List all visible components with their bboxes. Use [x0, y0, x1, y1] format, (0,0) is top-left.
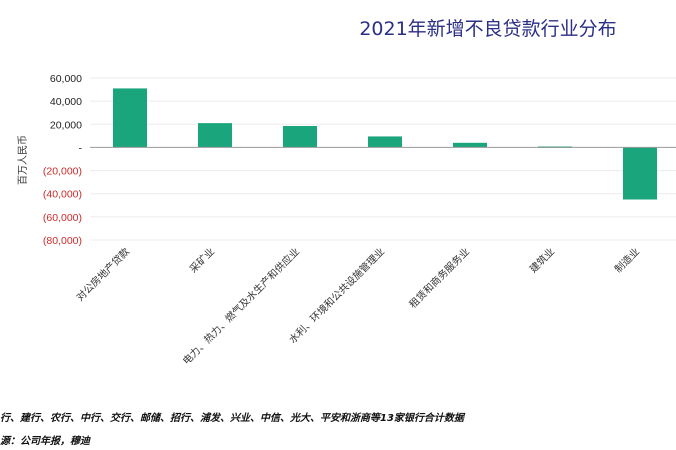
y-tick-label: 40,000: [50, 96, 82, 108]
bar: [198, 123, 232, 148]
y-tick-label: (40,000): [43, 189, 82, 201]
bar: [623, 147, 657, 200]
x-tick-label: 建筑业: [527, 245, 557, 275]
bar: [453, 142, 487, 148]
x-tick-label: 采矿业: [187, 245, 217, 275]
y-axis-ticks: 60,000 40,000 20,000 - (20,000) (40,000) (60,0…: [43, 73, 83, 247]
x-axis-ticks: 对公房地产贷款 采矿业电力、热力、燃气及水生产和供应业水利、环境和公共设施管理业租…: [73, 245, 642, 367]
gridlines: [90, 77, 676, 241]
footnote: 行、建行、农行、中行、交行、邮储、招行、浦发、兴业、中信、光大、平安和浙商等13…: [0, 413, 464, 424]
y-tick-label: 20,000: [50, 119, 82, 131]
x-tick-label: 水利、环境和公共设施管理业: [286, 245, 387, 346]
y-tick-label: (80,000): [43, 235, 82, 247]
chart-title: 2021年新增不良贷款行业分布: [359, 18, 616, 40]
bar: [113, 88, 147, 148]
bars: [113, 88, 657, 200]
y-axis-label: 百万人民币: [17, 135, 29, 185]
x-tick-label: 制造业: [612, 245, 642, 275]
bar: [283, 126, 317, 148]
y-tick-label: -: [79, 142, 83, 154]
y-tick-label: 60,000: [50, 73, 82, 85]
source-note: 源：公司年报，穆迪: [0, 436, 90, 447]
x-tick-label: 租赁和商务服务业: [406, 245, 472, 311]
bar: [368, 136, 402, 148]
x-tick-label: 对公房地产贷款: [73, 245, 132, 304]
y-tick-label: (20,000): [43, 166, 82, 178]
y-tick-label: (60,000): [43, 212, 82, 224]
